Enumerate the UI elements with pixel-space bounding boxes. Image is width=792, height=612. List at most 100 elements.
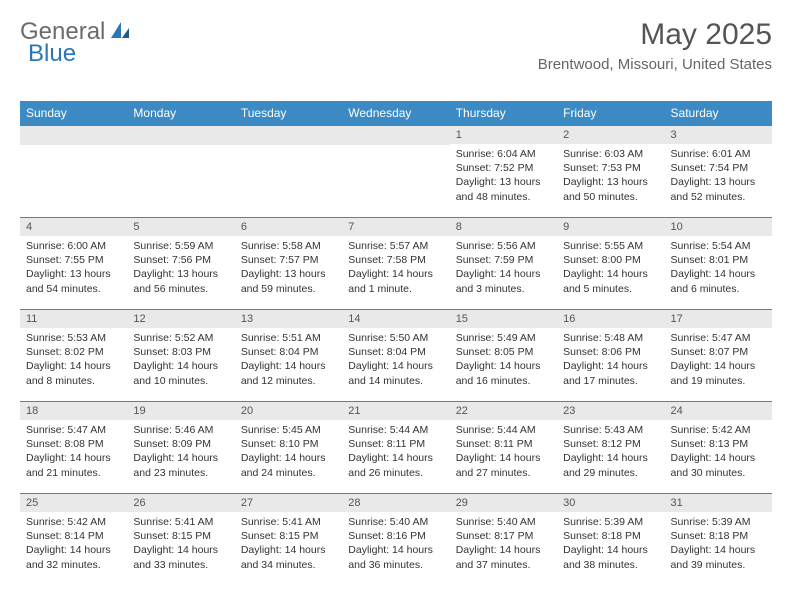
day-number: 5 (127, 218, 234, 236)
calendar-day-cell: 19Sunrise: 5:46 AMSunset: 8:09 PMDayligh… (127, 402, 234, 494)
day-d1: Daylight: 14 hours (348, 543, 443, 557)
day-details: Sunrise: 5:55 AMSunset: 8:00 PMDaylight:… (557, 236, 664, 300)
day-ss: Sunset: 8:18 PM (563, 529, 658, 543)
day-number: 13 (235, 310, 342, 328)
day-d2: and 5 minutes. (563, 282, 658, 296)
day-d1: Daylight: 14 hours (671, 359, 766, 373)
day-sr: Sunrise: 5:40 AM (456, 515, 551, 529)
day-details: Sunrise: 5:59 AMSunset: 7:56 PMDaylight:… (127, 236, 234, 300)
day-sr: Sunrise: 5:41 AM (133, 515, 228, 529)
calendar-day-cell: 23Sunrise: 5:43 AMSunset: 8:12 PMDayligh… (557, 402, 664, 494)
day-d1: Daylight: 14 hours (563, 267, 658, 281)
day-details: Sunrise: 5:49 AMSunset: 8:05 PMDaylight:… (450, 328, 557, 392)
day-sr: Sunrise: 5:56 AM (456, 239, 551, 253)
day-d2: and 21 minutes. (26, 466, 121, 480)
day-sr: Sunrise: 5:53 AM (26, 331, 121, 345)
day-number: 24 (665, 402, 772, 420)
day-d2: and 17 minutes. (563, 374, 658, 388)
day-ss: Sunset: 8:08 PM (26, 437, 121, 451)
day-number: 30 (557, 494, 664, 512)
header: General May 2025 Brentwood, Missouri, Un… (20, 18, 772, 73)
day-d2: and 24 minutes. (241, 466, 336, 480)
dayhdr-sat: Saturday (665, 101, 772, 126)
day-number: 21 (342, 402, 449, 420)
day-number: 14 (342, 310, 449, 328)
day-sr: Sunrise: 5:42 AM (671, 423, 766, 437)
day-ss: Sunset: 8:13 PM (671, 437, 766, 451)
empty-day (127, 126, 234, 145)
day-details: Sunrise: 5:41 AMSunset: 8:15 PMDaylight:… (235, 512, 342, 576)
day-number: 31 (665, 494, 772, 512)
day-sr: Sunrise: 5:54 AM (671, 239, 766, 253)
day-sr: Sunrise: 5:39 AM (563, 515, 658, 529)
day-sr: Sunrise: 6:01 AM (671, 147, 766, 161)
day-d1: Daylight: 13 hours (26, 267, 121, 281)
day-d1: Daylight: 14 hours (26, 359, 121, 373)
day-ss: Sunset: 7:57 PM (241, 253, 336, 267)
day-d1: Daylight: 14 hours (348, 359, 443, 373)
calendar-day-cell: 15Sunrise: 5:49 AMSunset: 8:05 PMDayligh… (450, 310, 557, 402)
day-sr: Sunrise: 5:49 AM (456, 331, 551, 345)
day-sr: Sunrise: 6:04 AM (456, 147, 551, 161)
day-details: Sunrise: 5:58 AMSunset: 7:57 PMDaylight:… (235, 236, 342, 300)
calendar-table: Sunday Monday Tuesday Wednesday Thursday… (20, 101, 772, 586)
day-number: 12 (127, 310, 234, 328)
dayhdr-tue: Tuesday (235, 101, 342, 126)
day-sr: Sunrise: 5:52 AM (133, 331, 228, 345)
day-d2: and 10 minutes. (133, 374, 228, 388)
calendar-day-cell: 10 Sunrise: 5:54 AMSunset: 8:01 PMDayligh… (665, 218, 772, 310)
day-details: Sunrise: 5:43 AMSunset: 8:12 PMDaylight:… (557, 420, 664, 484)
day-details: Sunrise: 5:56 AMSunset: 7:59 PMDaylight:… (450, 236, 557, 300)
day-number: 18 (20, 402, 127, 420)
day-d1: Daylight: 14 hours (671, 267, 766, 281)
day-d1: Daylight: 14 hours (456, 543, 551, 557)
day-ss: Sunset: 8:18 PM (671, 529, 766, 543)
day-sr: Sunrise: 5:44 AM (348, 423, 443, 437)
day-d2: and 37 minutes. (456, 558, 551, 572)
day-ss: Sunset: 8:16 PM (348, 529, 443, 543)
day-d2: and 30 minutes. (671, 466, 766, 480)
calendar-day-cell: 8Sunrise: 5:56 AMSunset: 7:59 PMDaylight… (450, 218, 557, 310)
calendar-day-cell (235, 126, 342, 218)
day-d1: Daylight: 14 hours (671, 543, 766, 557)
calendar-day-cell: 31Sunrise: 5:39 AMSunset: 8:18 PMDayligh… (665, 494, 772, 586)
day-d1: Daylight: 14 hours (133, 543, 228, 557)
empty-day (342, 126, 449, 145)
day-number: 22 (450, 402, 557, 420)
day-sr: Sunrise: 5:48 AM (563, 331, 658, 345)
day-details: Sunrise: 5:40 AMSunset: 8:16 PMDaylight:… (342, 512, 449, 576)
calendar-day-cell: 9Sunrise: 5:55 AMSunset: 8:00 PMDaylight… (557, 218, 664, 310)
day-sr: Sunrise: 5:45 AM (241, 423, 336, 437)
day-d2: and 19 minutes. (671, 374, 766, 388)
day-ss: Sunset: 8:01 PM (671, 253, 766, 267)
day-number: 7 (342, 218, 449, 236)
day-d1: Daylight: 14 hours (563, 543, 658, 557)
dayhdr-mon: Monday (127, 101, 234, 126)
calendar-week-row: 1Sunrise: 6:04 AMSunset: 7:52 PMDaylight… (20, 126, 772, 218)
day-number: 4 (20, 218, 127, 236)
day-sr: Sunrise: 5:44 AM (456, 423, 551, 437)
day-sr: Sunrise: 5:59 AM (133, 239, 228, 253)
dayhdr-sun: Sunday (20, 101, 127, 126)
day-d1: Daylight: 13 hours (563, 175, 658, 189)
calendar-day-cell: 7Sunrise: 5:57 AMSunset: 7:58 PMDaylight… (342, 218, 449, 310)
calendar-day-cell: 6Sunrise: 5:58 AMSunset: 7:57 PMDaylight… (235, 218, 342, 310)
calendar-day-cell: 14Sunrise: 5:50 AMSunset: 8:04 PMDayligh… (342, 310, 449, 402)
day-d2: and 23 minutes. (133, 466, 228, 480)
calendar-week-row: 18Sunrise: 5:47 AMSunset: 8:08 PMDayligh… (20, 402, 772, 494)
day-number: 10 (665, 218, 772, 236)
day-ss: Sunset: 8:15 PM (241, 529, 336, 543)
day-number: 29 (450, 494, 557, 512)
day-details: Sunrise: 5:48 AMSunset: 8:06 PMDaylight:… (557, 328, 664, 392)
day-ss: Sunset: 8:04 PM (241, 345, 336, 359)
day-ss: Sunset: 8:05 PM (456, 345, 551, 359)
day-details: Sunrise: 5:51 AMSunset: 8:04 PMDaylight:… (235, 328, 342, 392)
calendar-day-cell: 24Sunrise: 5:42 AMSunset: 8:13 PMDayligh… (665, 402, 772, 494)
day-details: Sunrise: 5:44 AMSunset: 8:11 PMDaylight:… (450, 420, 557, 484)
day-details: Sunrise: 5:46 AMSunset: 8:09 PMDaylight:… (127, 420, 234, 484)
day-details: Sunrise: 5:47 AMSunset: 8:07 PMDaylight:… (665, 328, 772, 392)
day-sr: Sunrise: 5:57 AM (348, 239, 443, 253)
day-ss: Sunset: 8:11 PM (348, 437, 443, 451)
calendar-day-cell: 13Sunrise: 5:51 AMSunset: 8:04 PMDayligh… (235, 310, 342, 402)
day-d1: Daylight: 14 hours (241, 359, 336, 373)
